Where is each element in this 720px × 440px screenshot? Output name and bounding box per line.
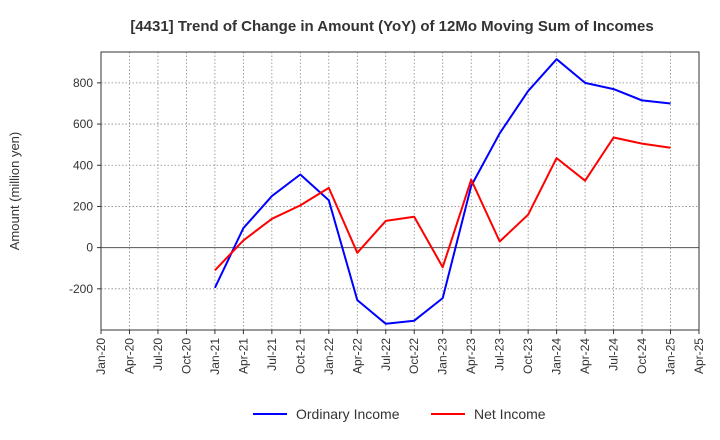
y-tick-label: 0 <box>86 241 93 255</box>
legend: Ordinary Income Net Income <box>253 406 546 422</box>
x-tick-label: Oct-24 <box>635 338 649 374</box>
chart-title: [4431] Trend of Change in Amount (YoY) o… <box>130 18 653 35</box>
x-tick-label: Apr-21 <box>236 338 250 374</box>
grid <box>100 52 700 330</box>
x-tick-label: Jan-22 <box>322 338 336 375</box>
series-line <box>214 136 671 271</box>
x-tick-label: Oct-21 <box>293 338 307 374</box>
x-tick-label: Jan-23 <box>436 338 450 375</box>
y-tick-label: 600 <box>73 117 93 131</box>
x-tick-label: Apr-23 <box>464 338 478 374</box>
legend-label: Ordinary Income <box>296 406 400 422</box>
y-tick-label: 400 <box>73 158 93 172</box>
x-tick-label: Apr-20 <box>122 338 136 374</box>
x-tick-label: Jul-21 <box>265 338 279 371</box>
plot-frame <box>100 51 700 331</box>
x-tick-label: Jan-20 <box>94 338 108 375</box>
x-tick-label: Jan-25 <box>664 338 678 375</box>
x-tick-label: Oct-23 <box>521 338 535 374</box>
x-tick-label: Oct-20 <box>179 338 193 374</box>
x-ticks: Jan-20 Apr-20 Jul-20 Oct-20 Jan-21 Apr-21 Jul-… <box>94 330 706 375</box>
legend-label: Net Income <box>474 406 546 422</box>
x-tick-label: Oct-22 <box>407 338 421 374</box>
series-line <box>213 58 671 325</box>
y-ticks: 800 600 400 200 0 -200 <box>69 76 101 296</box>
x-tick-label: Jan-21 <box>208 338 222 375</box>
x-tick-label: Apr-24 <box>578 338 592 374</box>
series-lines <box>213 58 671 325</box>
y-tick-label: 800 <box>73 76 93 90</box>
x-tick-label: Jan-24 <box>550 338 564 375</box>
y-tick-label: -200 <box>69 282 93 296</box>
x-tick-label: Apr-25 <box>692 338 706 374</box>
plot-border <box>100 51 700 331</box>
y-tick-label: 200 <box>73 199 93 213</box>
x-tick-label: Jul-20 <box>151 338 165 371</box>
x-tick-label: Jul-23 <box>493 338 507 371</box>
y-axis-label: Amount (million yen) <box>7 132 22 251</box>
x-tick-label: Jul-22 <box>379 338 393 371</box>
x-tick-label: Apr-22 <box>350 338 364 374</box>
x-tick-label: Jul-24 <box>607 338 621 371</box>
